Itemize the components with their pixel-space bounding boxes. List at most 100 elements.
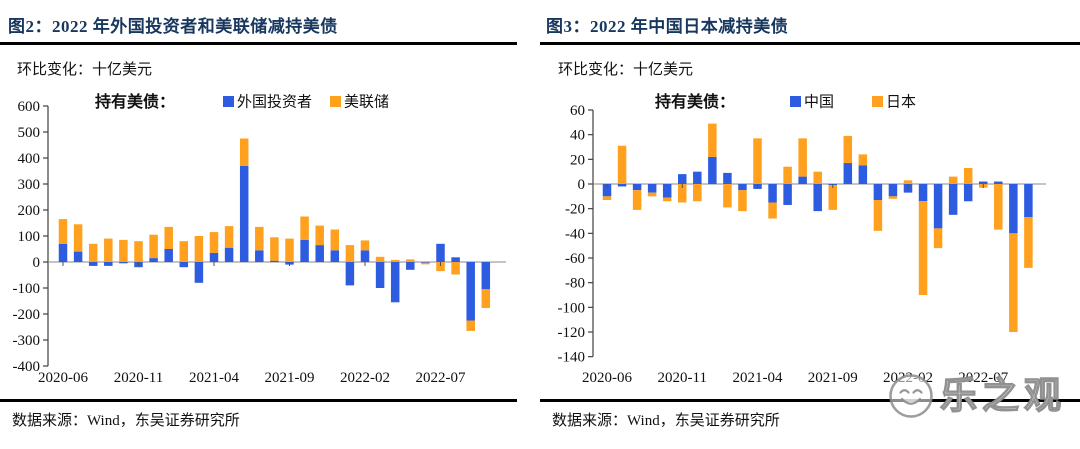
bar-segment-2022-04 bbox=[933, 184, 943, 229]
bar-segment-2020-11 bbox=[134, 241, 143, 262]
bar-segment-2022-10 bbox=[481, 262, 491, 290]
bar-segment-2020-12 bbox=[149, 234, 158, 259]
y-tick-label: -60 bbox=[565, 251, 585, 267]
x-tick-label: 2021-04 bbox=[733, 370, 783, 386]
bar-segment-2020-12 bbox=[693, 171, 702, 184]
bar-segment-2020-10 bbox=[662, 184, 672, 198]
bar-segment-2021-02 bbox=[723, 184, 732, 208]
bar-segment-2022-10 bbox=[1024, 217, 1033, 268]
bar-segment-2022-09 bbox=[1009, 233, 1018, 332]
x-tick-label: 2020-06 bbox=[38, 370, 88, 386]
bar-segment-2021-02 bbox=[179, 241, 189, 262]
bar-segment-2022-06 bbox=[421, 262, 430, 265]
y-tick-label: 40 bbox=[570, 128, 585, 144]
x-tick-label: 2022-02 bbox=[883, 370, 933, 386]
bar-segment-2021-05 bbox=[768, 202, 777, 219]
bar-segment-2021-08 bbox=[813, 171, 822, 184]
bar-segment-2022-01 bbox=[888, 184, 898, 197]
bar-segment-2022-10 bbox=[1024, 184, 1033, 218]
bar-segment-2020-07 bbox=[617, 184, 627, 187]
bar-segment-2022-09 bbox=[1009, 184, 1018, 234]
y-tick-label: -140 bbox=[558, 350, 586, 366]
figure-3-title: 图3：2022 年中国日本减持美债 bbox=[546, 17, 789, 36]
bar-segment-2020-09 bbox=[104, 238, 113, 262]
figure-2-source: 数据来源：Wind，东吴证券研究所 bbox=[12, 413, 240, 429]
x-tick-label: 2022-07 bbox=[416, 370, 466, 386]
figure-2-footer-rule bbox=[0, 399, 517, 402]
figure-2-title: 图2：2022 年外国投资者和美联储减持美债 bbox=[8, 17, 338, 36]
y-tick-label: 600 bbox=[18, 99, 41, 115]
bar-segment-2021-01 bbox=[708, 156, 717, 184]
bar-segment-2021-04 bbox=[753, 138, 762, 184]
bar-segment-2021-12 bbox=[330, 229, 340, 251]
bar-segment-2020-10 bbox=[119, 262, 128, 264]
bar-segment-2022-02 bbox=[360, 240, 370, 251]
bar-segment-2021-08 bbox=[270, 237, 279, 261]
bar-segment-2021-09 bbox=[828, 185, 837, 210]
bar-segment-2021-11 bbox=[858, 154, 868, 166]
bar-segment-2021-06 bbox=[783, 184, 792, 205]
bar-segment-2022-01 bbox=[345, 262, 355, 286]
bar-segment-2021-01 bbox=[164, 226, 173, 249]
x-tick-label: 2022-07 bbox=[958, 370, 1008, 386]
bar-segment-2022-07 bbox=[436, 243, 445, 262]
bar-segment-2021-03 bbox=[738, 184, 747, 191]
bar-segment-2022-04 bbox=[390, 262, 400, 303]
bar-segment-2021-12 bbox=[330, 250, 340, 262]
x-tick-label: 2021-09 bbox=[808, 370, 858, 386]
bar-segment-2021-10 bbox=[843, 135, 853, 164]
bar-segment-2021-02 bbox=[723, 172, 732, 184]
y-tick-label: 400 bbox=[18, 151, 41, 167]
bar-segment-2021-10 bbox=[300, 239, 309, 262]
bar-segment-2022-02 bbox=[903, 184, 913, 193]
y-tick-label: -40 bbox=[565, 226, 585, 242]
y-tick-label: 0 bbox=[578, 177, 586, 193]
bar-segment-2021-04 bbox=[209, 232, 219, 253]
bar-segment-2020-06 bbox=[58, 219, 68, 244]
bar-segment-2021-01 bbox=[708, 123, 717, 157]
y-tick-label: -80 bbox=[565, 276, 585, 292]
bar-segment-2021-11 bbox=[858, 165, 868, 184]
bar-segment-2022-05 bbox=[948, 184, 958, 215]
bar-segment-2021-12 bbox=[873, 184, 883, 201]
bar-segment-2020-11 bbox=[678, 184, 687, 203]
y-tick-label: -400 bbox=[13, 359, 41, 375]
legend-swatch-icon bbox=[790, 96, 801, 107]
figure-3-bar-chart: 60 40 20 0 -20 -40 -60 -80 -100 -120 -140 2020-06 20… bbox=[558, 92, 1046, 386]
bar-segment-2022-04 bbox=[390, 259, 400, 262]
bar-segment-2022-01 bbox=[345, 245, 355, 262]
bar-segment-2021-10 bbox=[843, 163, 853, 184]
x-tick-label: 2020-06 bbox=[582, 370, 632, 386]
bar-segment-2021-03 bbox=[738, 190, 747, 212]
bar-segment-2020-12 bbox=[149, 258, 158, 262]
bar-segment-2021-07 bbox=[798, 176, 807, 184]
y-tick-label: 20 bbox=[570, 152, 585, 168]
x-tick-label: 2020-11 bbox=[114, 370, 163, 386]
bar-segment-2020-11 bbox=[678, 174, 687, 184]
bar-segment-2021-11 bbox=[315, 245, 324, 262]
bar-segment-2020-07 bbox=[73, 251, 83, 262]
x-tick-label: 2020-11 bbox=[658, 370, 707, 386]
bar-segment-2021-07 bbox=[255, 226, 264, 251]
bar-segment-2021-04 bbox=[209, 252, 219, 262]
bar-segment-2020-12 bbox=[693, 184, 702, 202]
y-tick-label: -100 bbox=[13, 281, 41, 297]
bar-segment-2022-05 bbox=[948, 176, 958, 184]
bar-segment-2021-05 bbox=[224, 247, 234, 262]
bar-segment-2021-07 bbox=[798, 138, 807, 177]
bar-segment-2022-03 bbox=[375, 256, 385, 262]
bar-segment-2020-10 bbox=[119, 239, 128, 262]
figure-2-subtitle: 环比变化：十亿美元 bbox=[17, 62, 153, 78]
legend-swatch-icon bbox=[872, 96, 883, 107]
bar-segment-2021-06 bbox=[239, 138, 249, 166]
bar-segment-2021-12 bbox=[873, 200, 883, 231]
bar-segment-2020-07 bbox=[617, 145, 627, 184]
y-tick-label: 300 bbox=[18, 177, 41, 193]
y-tick-label: -20 bbox=[565, 202, 585, 218]
y-tick-label: 100 bbox=[18, 229, 41, 245]
bar-segment-2022-08 bbox=[451, 262, 460, 275]
bar-segment-2020-08 bbox=[632, 190, 642, 210]
y-tick-label: -200 bbox=[13, 307, 41, 323]
bar-segment-2022-07 bbox=[436, 262, 445, 272]
legend-label: 日本 bbox=[886, 94, 916, 111]
